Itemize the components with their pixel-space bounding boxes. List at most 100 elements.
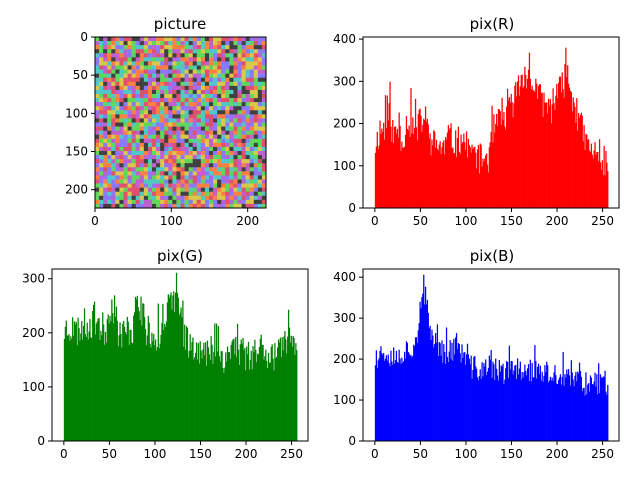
image-pixel	[233, 191, 238, 197]
image-pixel	[152, 73, 157, 79]
histogram-bar	[108, 323, 110, 441]
histogram-bar	[566, 76, 568, 208]
image-pixel	[139, 61, 145, 66]
image-pixel	[164, 151, 169, 156]
image-pixel	[229, 199, 234, 205]
image-pixel	[180, 69, 185, 74]
image-pixel	[241, 175, 246, 180]
histogram-bar	[277, 339, 280, 441]
image-pixel	[95, 69, 100, 74]
image-pixel	[127, 130, 132, 136]
image-pixel	[188, 98, 194, 103]
image-pixel	[184, 94, 189, 99]
image-pixel	[241, 110, 246, 115]
image-pixel	[196, 183, 202, 188]
histogram-bar	[376, 367, 378, 441]
histogram-bar	[103, 324, 105, 441]
image-pixel	[103, 81, 108, 87]
image-pixel	[111, 114, 116, 119]
histogram-bar	[102, 312, 104, 441]
image-pixel	[95, 57, 100, 62]
histogram-bar	[416, 140, 419, 208]
histogram-bar	[391, 361, 393, 441]
histogram-bar	[503, 112, 505, 208]
image-pixel	[152, 122, 157, 127]
histogram-bar	[585, 133, 587, 208]
histogram-bar	[382, 354, 384, 441]
image-pixel	[152, 106, 157, 111]
image-pixel	[160, 183, 165, 188]
image-pixel	[180, 134, 185, 140]
image-pixel	[135, 102, 141, 107]
histogram-bar	[574, 106, 576, 208]
image-pixel	[196, 163, 202, 168]
image-pixel	[143, 167, 149, 172]
image-pixel	[241, 102, 246, 107]
image-pixel	[225, 61, 230, 66]
x-tick-label: 0	[371, 447, 379, 461]
image-pixel	[204, 57, 210, 62]
histogram-bar	[114, 316, 117, 441]
image-pixel	[143, 65, 149, 70]
histogram-bar	[245, 370, 247, 441]
image-pixel	[257, 134, 263, 140]
histogram-bar	[414, 346, 416, 441]
image-pixel	[95, 191, 100, 197]
image-pixel	[217, 94, 222, 99]
histogram-bar	[391, 141, 393, 208]
image-pixel	[139, 134, 145, 140]
image-pixel	[225, 85, 230, 91]
image-pixel	[111, 61, 116, 66]
image-pixel	[249, 175, 255, 180]
image-pixel	[241, 195, 246, 201]
image-pixel	[127, 110, 132, 115]
image-pixel	[261, 37, 267, 42]
image-pixel	[164, 159, 169, 164]
histogram-bar	[494, 380, 496, 441]
image-pixel	[253, 102, 259, 107]
image-pixel	[115, 191, 120, 197]
image-pixel	[225, 126, 230, 131]
image-pixel	[131, 65, 137, 70]
histogram-bar	[544, 365, 546, 441]
histogram-bar	[87, 339, 89, 441]
image-pixel	[188, 175, 194, 180]
image-pixel	[257, 61, 263, 66]
image-pixel	[99, 118, 104, 123]
image-pixel	[196, 85, 202, 91]
image-pixel	[107, 49, 112, 54]
image-pixel	[249, 110, 255, 115]
image-pixel	[209, 199, 214, 205]
image-pixel	[192, 41, 198, 46]
image-pixel	[172, 45, 177, 50]
image-pixel	[115, 183, 120, 188]
image-pixel	[99, 126, 104, 131]
image-pixel	[115, 203, 120, 209]
image-pixel	[152, 167, 157, 172]
image-pixel	[204, 110, 210, 115]
image-pixel	[135, 159, 141, 164]
image-pixel	[127, 85, 132, 91]
image-pixel	[160, 110, 165, 115]
histogram-bar	[535, 78, 537, 208]
histogram-bar	[146, 335, 149, 441]
histogram-bar	[507, 377, 510, 441]
histogram-bar	[478, 173, 480, 208]
histogram-bar	[486, 371, 489, 441]
image-pixel	[225, 163, 230, 168]
histogram-bar	[199, 341, 201, 441]
image-pixel	[221, 146, 226, 152]
histogram-bar	[276, 356, 278, 441]
histogram-bar	[430, 340, 432, 441]
image-pixel	[253, 130, 259, 136]
image-pixel	[221, 187, 226, 193]
histogram-bar	[404, 351, 406, 441]
histogram-bar	[529, 359, 531, 441]
image-pixel	[192, 57, 198, 62]
image-pixel	[119, 183, 124, 188]
image-pixel	[135, 89, 141, 95]
image-pixel	[261, 179, 267, 184]
histogram-bar	[502, 120, 504, 208]
image-pixel	[127, 41, 132, 46]
